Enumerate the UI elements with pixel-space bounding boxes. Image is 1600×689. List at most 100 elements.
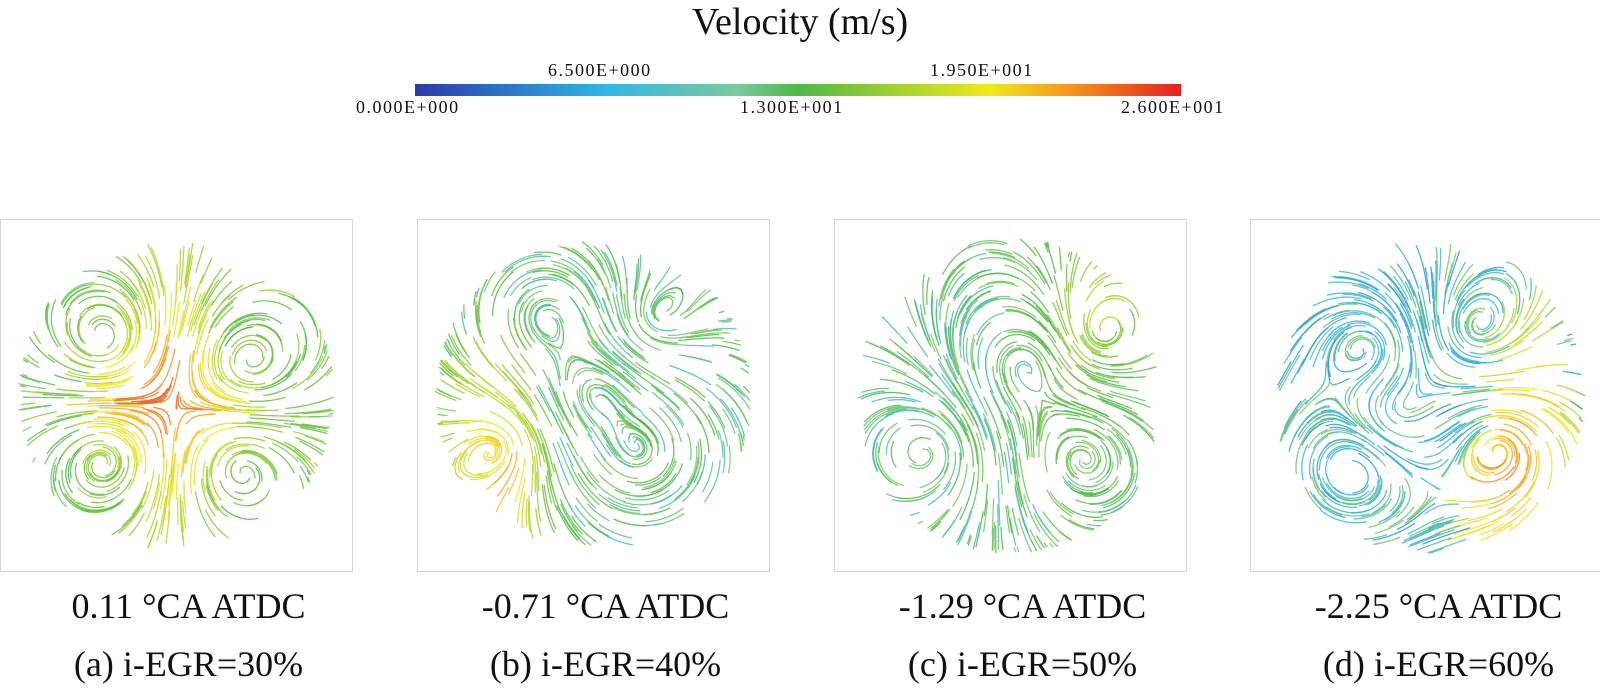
streamline — [122, 255, 151, 298]
streamline — [653, 266, 671, 291]
streamline — [67, 371, 109, 378]
streamline — [1379, 375, 1399, 408]
streamline — [694, 329, 722, 335]
streamline — [662, 437, 675, 477]
streamline — [299, 465, 310, 483]
streamline — [62, 286, 92, 309]
streamline — [1029, 330, 1063, 370]
streamline — [1312, 458, 1320, 490]
streamline — [563, 246, 600, 281]
streamline — [1544, 306, 1556, 318]
streamline — [985, 332, 1002, 374]
streamline — [82, 270, 111, 276]
streamline — [143, 346, 168, 386]
streamline — [1017, 481, 1028, 518]
streamline — [115, 279, 143, 316]
streamline — [966, 424, 979, 465]
streamline — [896, 351, 930, 378]
streamline — [878, 422, 898, 454]
streamline — [1080, 406, 1122, 429]
streamline — [1403, 527, 1434, 542]
streamline — [585, 247, 606, 275]
streamline — [181, 298, 191, 331]
streamline — [1093, 428, 1119, 470]
streamline — [1389, 317, 1404, 352]
streamline — [957, 252, 987, 268]
streamline — [1353, 375, 1371, 398]
streamline — [957, 511, 973, 546]
streamline — [1074, 459, 1101, 474]
streamline — [602, 393, 626, 419]
streamline — [533, 251, 562, 256]
streamline — [1457, 292, 1482, 333]
streamline — [1008, 330, 1048, 352]
streamline — [1415, 384, 1451, 399]
streamline — [1448, 342, 1479, 363]
streamline — [1459, 435, 1476, 464]
streamline — [224, 452, 245, 479]
streamline — [1367, 478, 1383, 506]
streamline — [533, 303, 552, 322]
streamline — [1452, 420, 1483, 444]
streamline — [574, 505, 609, 537]
streamline — [1044, 431, 1051, 473]
streamline — [1376, 432, 1414, 453]
streamline — [83, 411, 134, 417]
streamline — [211, 382, 244, 400]
streamline — [1347, 427, 1376, 445]
streamline — [1325, 505, 1370, 517]
streamline — [98, 366, 126, 375]
streamline — [533, 455, 536, 494]
streamline — [632, 436, 646, 458]
streamline — [96, 275, 135, 301]
streamline — [248, 396, 286, 402]
streamline — [1080, 364, 1115, 380]
streamline — [1046, 241, 1050, 248]
streamline — [130, 388, 169, 403]
streamline-field-d — [1277, 243, 1586, 554]
streamline — [594, 378, 635, 409]
streamline — [650, 384, 680, 409]
streamline — [307, 476, 311, 483]
streamline — [1506, 481, 1535, 512]
streamline — [196, 318, 209, 355]
streamline — [252, 358, 275, 375]
streamline — [1331, 312, 1376, 320]
streamline — [128, 462, 138, 490]
streamline — [1455, 287, 1484, 322]
streamline — [1088, 444, 1107, 481]
streamline — [69, 449, 82, 479]
streamline — [56, 410, 98, 418]
streamline — [1327, 331, 1345, 378]
streamline — [966, 534, 972, 545]
streamline — [1556, 384, 1584, 396]
streamline — [1449, 347, 1487, 364]
streamline — [1069, 487, 1097, 496]
streamline — [1435, 283, 1439, 326]
streamline — [523, 309, 533, 341]
streamline — [98, 404, 145, 409]
streamline — [572, 404, 588, 429]
streamline — [1321, 428, 1353, 435]
streamline — [930, 508, 951, 530]
streamline — [50, 298, 62, 347]
streamline — [233, 343, 264, 365]
streamline — [46, 429, 80, 454]
streamline — [1093, 265, 1098, 270]
streamline — [141, 470, 155, 510]
streamline — [1283, 336, 1303, 364]
streamline — [742, 435, 745, 441]
streamline — [313, 462, 319, 467]
streamline — [1447, 326, 1482, 359]
streamline — [885, 493, 909, 500]
streamline — [972, 521, 981, 550]
streamline — [495, 391, 529, 425]
streamline — [1088, 272, 1107, 289]
streamline — [1080, 487, 1108, 495]
streamline — [1000, 415, 1012, 451]
streamline — [27, 427, 48, 442]
streamline — [53, 477, 67, 508]
streamline — [131, 481, 149, 515]
streamline — [691, 441, 700, 482]
streamline — [301, 481, 304, 488]
